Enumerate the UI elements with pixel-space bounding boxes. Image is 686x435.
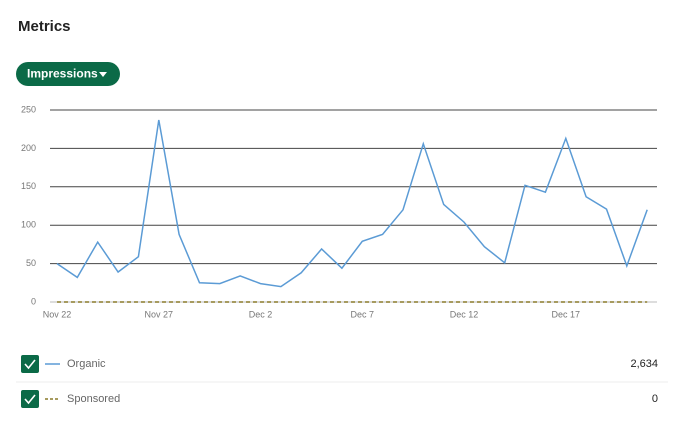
checkbox[interactable]: [21, 355, 39, 373]
dropdown-caret: [99, 72, 107, 77]
x-tick-label: Dec 17: [551, 309, 580, 319]
series-total: 0: [652, 393, 658, 405]
x-tick-label: Nov 22: [43, 309, 72, 319]
x-tick-label: Dec 12: [450, 309, 479, 319]
y-tick-label: 150: [21, 181, 36, 191]
dropdown[interactable]: Impressions: [16, 62, 120, 86]
y-tick-label: 50: [26, 258, 36, 268]
y-tick-label: 250: [21, 104, 36, 114]
series-line: [56, 119, 648, 288]
card-title: Metrics: [18, 18, 71, 35]
checkmark: [24, 394, 36, 405]
y-tick-label: 200: [21, 143, 36, 153]
y-tick-label: 0: [31, 296, 36, 306]
series-total: 2,634: [630, 358, 658, 370]
x-tick-label: Nov 27: [144, 309, 173, 319]
checkbox[interactable]: [21, 390, 39, 408]
dropdown-label[interactable]: Impressions: [27, 67, 98, 81]
dropdown-button[interactable]: [16, 62, 120, 86]
checkmark: [24, 359, 36, 370]
x-tick-label: Dec 7: [350, 309, 374, 319]
legend-label: Sponsored: [67, 393, 120, 405]
x-tick-label: Dec 2: [249, 309, 273, 319]
y-tick-label: 100: [21, 220, 36, 230]
legend-label: Organic: [67, 358, 106, 370]
